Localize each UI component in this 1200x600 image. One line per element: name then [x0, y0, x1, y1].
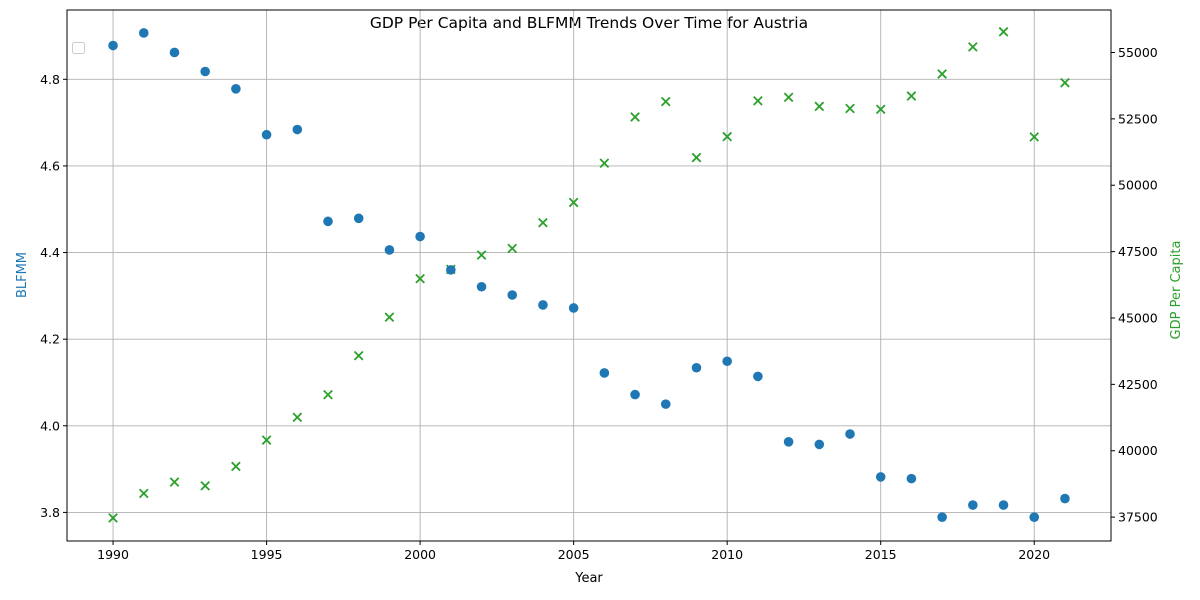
- blfmm-point: [446, 265, 456, 275]
- gdp-point: [814, 101, 825, 112]
- right-y-axis-ticks: 37500 40000 42500 45000 47500 50000 52500 55000: [1111, 45, 1158, 525]
- blfmm-point: [200, 66, 210, 77]
- left-y-axis-ticks: 3.8 4.0 4.2 4.4 4.6 4.8: [40, 72, 67, 520]
- gdp-point: [476, 250, 487, 260]
- gdp-point: [292, 412, 303, 423]
- left-y-axis-label: BLFMM: [15, 252, 30, 298]
- left-y-tick-label: 4.6: [40, 158, 60, 173]
- blfmm-point: [415, 231, 425, 242]
- gdp-point: [937, 69, 947, 79]
- blfmm-point: [783, 437, 794, 447]
- blfmm-point: [384, 245, 395, 255]
- blfmm-point: [353, 213, 364, 224]
- blfmm-point: [998, 500, 1009, 510]
- blfmm-point: [108, 40, 118, 51]
- gdp-point: [323, 389, 333, 400]
- gdp-point: [261, 435, 272, 445]
- blfmm-point: [261, 129, 272, 140]
- left-y-tick-label: 4.2: [40, 332, 60, 347]
- x-axis-label: Year: [574, 571, 603, 586]
- x-tick-label: 2010: [711, 547, 743, 562]
- gdp-point: [967, 42, 978, 52]
- right-y-tick-label: 55000: [1118, 45, 1158, 60]
- gdp-point: [599, 158, 610, 169]
- x-tick-label: 2020: [1018, 547, 1050, 562]
- blfmm-point: [476, 281, 487, 292]
- gdp-point: [783, 92, 794, 103]
- gdp-point: [906, 91, 917, 101]
- blfmm-point: [323, 216, 333, 227]
- gdp-point: [1060, 77, 1070, 88]
- gdp-point: [200, 480, 211, 491]
- plot-frame: [66, 9, 1112, 542]
- blfmm-point: [138, 28, 149, 38]
- blfmm-point: [937, 512, 947, 522]
- gdp-point: [722, 131, 733, 142]
- blfmm-point: [507, 290, 518, 300]
- right-y-tick-label: 45000: [1118, 310, 1158, 325]
- gdp-point: [691, 152, 702, 163]
- gdp-point: [169, 477, 180, 487]
- left-y-tick-label: 4.4: [40, 245, 60, 260]
- blfmm-point: [753, 371, 763, 382]
- x-tick-label: 2000: [404, 547, 436, 562]
- x-axis-ticks: 1990 1995 2000 2005 2010 2015 2020: [97, 541, 1050, 562]
- blfmm-point: [169, 47, 180, 58]
- blfmm-point: [968, 500, 978, 510]
- right-y-tick-label: 40000: [1118, 443, 1158, 458]
- gdp-point: [231, 461, 241, 472]
- gdp-point: [108, 513, 118, 523]
- x-tick-label: 2015: [865, 547, 897, 562]
- blfmm-point: [722, 356, 732, 367]
- gdp-point: [998, 26, 1009, 37]
- left-y-tick-label: 4.8: [40, 72, 60, 87]
- right-y-tick-label: 37500: [1118, 510, 1158, 525]
- x-tick-label: 1995: [251, 547, 283, 562]
- gdp-point: [1029, 132, 1040, 142]
- gdp-point: [138, 488, 149, 499]
- gdp-point: [568, 197, 579, 208]
- gdp-point: [660, 96, 671, 107]
- blfmm-point: [231, 84, 241, 94]
- right-y-tick-label: 42500: [1118, 377, 1158, 392]
- blfmm-point: [906, 473, 917, 484]
- blfmm-point: [568, 303, 579, 313]
- left-y-tick-label: 4.0: [40, 418, 60, 433]
- blfmm-series: [108, 28, 1070, 522]
- blfmm-point: [845, 429, 855, 439]
- gdp-point: [507, 243, 518, 254]
- x-tick-label: 2005: [558, 547, 590, 562]
- blfmm-point: [292, 124, 303, 135]
- blfmm-point: [538, 300, 548, 310]
- left-y-tick-label: 3.8: [40, 505, 60, 520]
- blfmm-point: [630, 389, 640, 400]
- blfmm-point: [691, 362, 702, 373]
- right-y-axis-label: GDP Per Capita: [1169, 241, 1184, 340]
- chart-title: GDP Per Capita and BLFMM Trends Over Tim…: [370, 14, 808, 32]
- right-y-tick-label: 50000: [1118, 178, 1158, 193]
- grid: [67, 10, 1111, 541]
- gdp-point: [630, 112, 640, 122]
- right-y-tick-label: 47500: [1118, 244, 1158, 259]
- right-y-tick-label: 52500: [1118, 111, 1158, 126]
- gdp-point: [875, 104, 886, 115]
- gdp-point: [845, 103, 855, 114]
- blfmm-point: [660, 399, 671, 409]
- blfmm-point: [1029, 512, 1040, 522]
- blfmm-point: [875, 472, 886, 482]
- blfmm-point: [1060, 493, 1070, 504]
- gdp-point: [753, 95, 763, 106]
- gdp-point: [384, 312, 395, 323]
- gdp-point: [353, 350, 364, 361]
- legend-box: [72, 42, 85, 54]
- blfmm-point: [599, 368, 610, 378]
- x-tick-label: 1990: [97, 547, 129, 562]
- gdp-point: [538, 217, 548, 228]
- blfmm-point: [814, 439, 825, 450]
- gdp-series: [108, 26, 1070, 523]
- gdp-point: [415, 273, 425, 284]
